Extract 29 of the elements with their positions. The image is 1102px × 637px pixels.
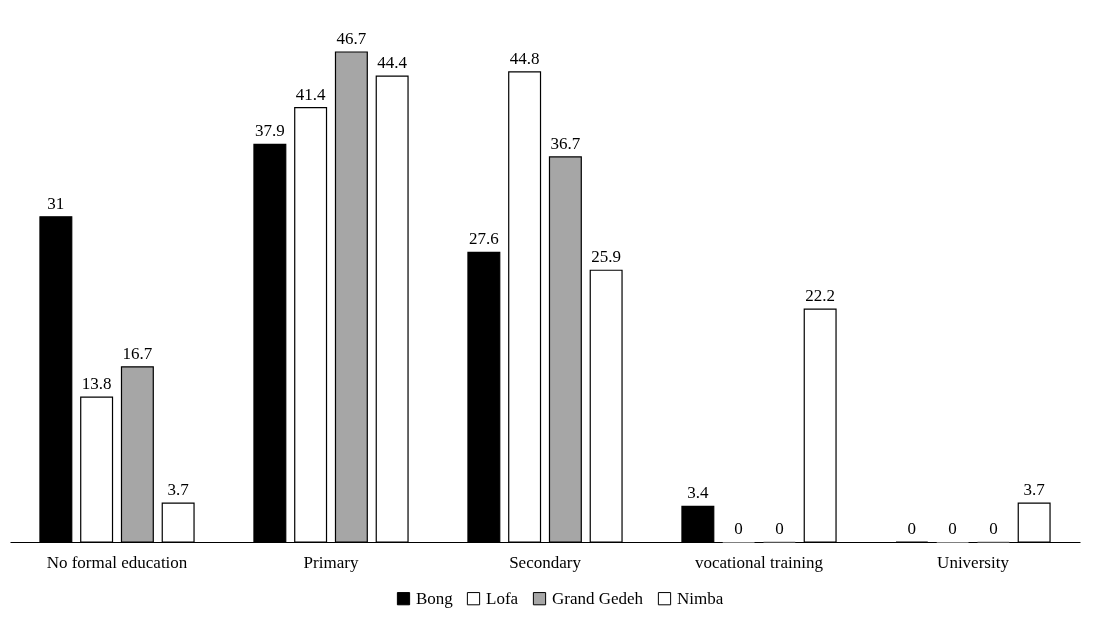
x-tick-label: No formal education bbox=[46, 552, 188, 572]
legend-label: Nimba bbox=[677, 588, 724, 608]
data-label: 16.7 bbox=[122, 343, 153, 363]
data-label: 44.8 bbox=[509, 48, 540, 68]
data-label: 46.7 bbox=[336, 29, 367, 48]
data-label: 0 bbox=[775, 519, 784, 538]
data-label: 27.6 bbox=[468, 229, 499, 249]
data-label: 3.7 bbox=[1023, 480, 1046, 500]
legend-label: Bong bbox=[416, 588, 454, 608]
legend-label: Grand Gedeh bbox=[552, 588, 644, 608]
data-label: 41.4 bbox=[295, 84, 326, 104]
x-tick-label: University bbox=[937, 552, 1010, 572]
legend-label: Lofa bbox=[486, 588, 519, 608]
data-label: 3.7 bbox=[167, 480, 190, 500]
data-label: 37.9 bbox=[254, 121, 285, 141]
data-label: 13.8 bbox=[81, 374, 112, 394]
data-label: 3.4 bbox=[687, 483, 709, 503]
x-tick-label: vocational training bbox=[695, 552, 824, 572]
data-label: 31 bbox=[47, 193, 65, 213]
data-label: 0 bbox=[989, 519, 998, 538]
data-label: 22.2 bbox=[805, 286, 836, 306]
x-tick-label: Secondary bbox=[509, 552, 582, 572]
data-label: 0 bbox=[948, 519, 957, 538]
x-tick-label: Primary bbox=[303, 552, 359, 572]
data-label: 36.7 bbox=[550, 133, 581, 153]
data-label: 0 bbox=[734, 519, 743, 538]
data-label: 25.9 bbox=[591, 247, 622, 267]
data-label: 0 bbox=[907, 519, 917, 538]
data-label: 44.4 bbox=[377, 53, 408, 73]
